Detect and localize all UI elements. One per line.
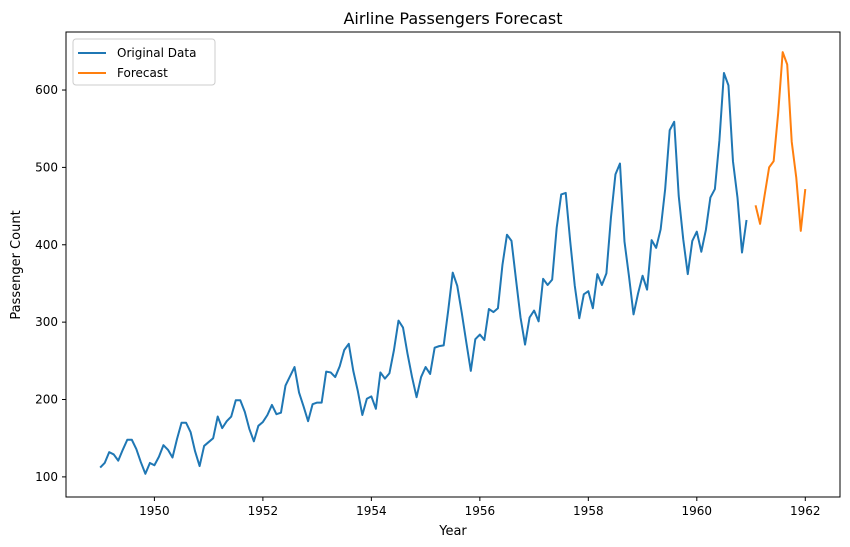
x-tick-label: 1962 [790,504,821,518]
chart-title: Airline Passengers Forecast [343,9,562,28]
series-line-0 [99,72,748,475]
y-tick-label: 100 [35,470,58,484]
legend-label-0: Original Data [117,46,196,60]
y-tick-label: 500 [35,160,58,174]
y-tick-label: 600 [35,83,58,97]
x-tick-label: 1956 [465,504,496,518]
legend: Original Data Forecast [72,38,216,86]
y-tick-label: 300 [35,315,58,329]
legend-label-1: Forecast [117,66,168,80]
x-tick-label: 1960 [682,504,713,518]
x-tick-label: 1958 [573,504,604,518]
x-axis-label: Year [438,524,467,539]
series-line-1 [754,51,807,232]
y-axis-label: Passenger Count [9,210,24,319]
x-tick-label: 1952 [248,504,279,518]
legend-box [72,38,216,86]
x-tick-label: 1950 [139,504,170,518]
y-tick-label: 200 [35,393,58,407]
axes-frame [65,31,841,498]
plot-area: 1950 1952 1954 1956 1958 1960 1962 100 200 300 400… [35,31,841,518]
y-tick-label: 400 [35,238,58,252]
x-tick-label: 1954 [356,504,387,518]
